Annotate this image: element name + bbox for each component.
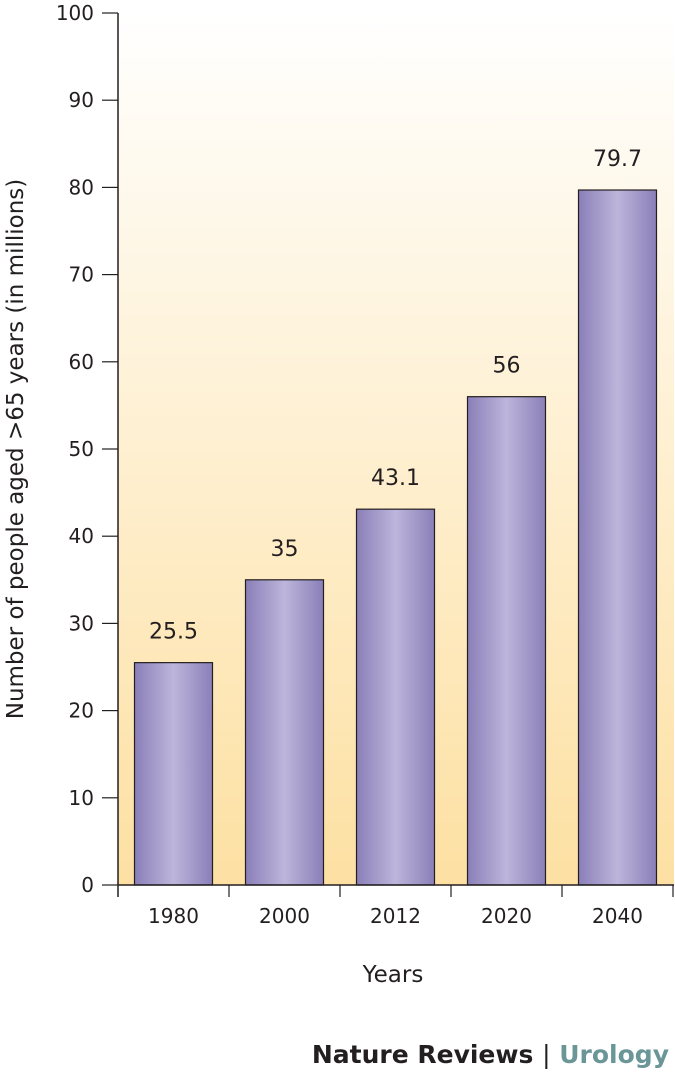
journal-name: Urology xyxy=(559,1040,669,1069)
y-tick-label-50: 50 xyxy=(69,437,94,461)
bar-2000 xyxy=(244,579,325,886)
x-tick-label-2000: 2000 xyxy=(259,904,310,928)
y-tick-label-70: 70 xyxy=(69,263,94,287)
x-tick-label-2020: 2020 xyxy=(481,904,532,928)
x-tick-label-2040: 2040 xyxy=(592,904,643,928)
y-tick-label-80: 80 xyxy=(69,175,94,199)
publisher-name: Nature Reviews xyxy=(311,1040,534,1069)
y-tick-label-60: 60 xyxy=(69,350,94,374)
bar-2040 xyxy=(577,189,658,886)
y-axis-title: Number of people aged >65 years (in mill… xyxy=(3,179,29,720)
data-label-2040: 79.7 xyxy=(593,147,642,172)
y-tick-label-40: 40 xyxy=(69,524,94,548)
y-tick-label-0: 0 xyxy=(81,873,94,897)
data-label-2012: 43.1 xyxy=(371,466,420,491)
y-tick-label-100: 100 xyxy=(56,1,94,25)
data-label-2000: 35 xyxy=(271,537,299,562)
data-label-1980: 25.5 xyxy=(149,620,198,645)
journal-credit: Nature Reviews | Urology xyxy=(312,1040,669,1069)
x-axis-title: Years xyxy=(362,962,424,988)
y-tick-label-30: 30 xyxy=(69,611,94,635)
bar-1980 xyxy=(133,662,214,886)
y-tick-label-90: 90 xyxy=(69,88,94,112)
x-tick-label-1980: 1980 xyxy=(148,904,199,928)
y-tick-label-10: 10 xyxy=(69,786,94,810)
x-tick-label-2012: 2012 xyxy=(370,904,421,928)
data-label-2020: 56 xyxy=(493,354,521,379)
y-tick-label-20: 20 xyxy=(69,699,94,723)
bar-2020 xyxy=(466,396,547,886)
bar-2012 xyxy=(355,508,436,886)
credit-separator: | xyxy=(542,1040,551,1069)
